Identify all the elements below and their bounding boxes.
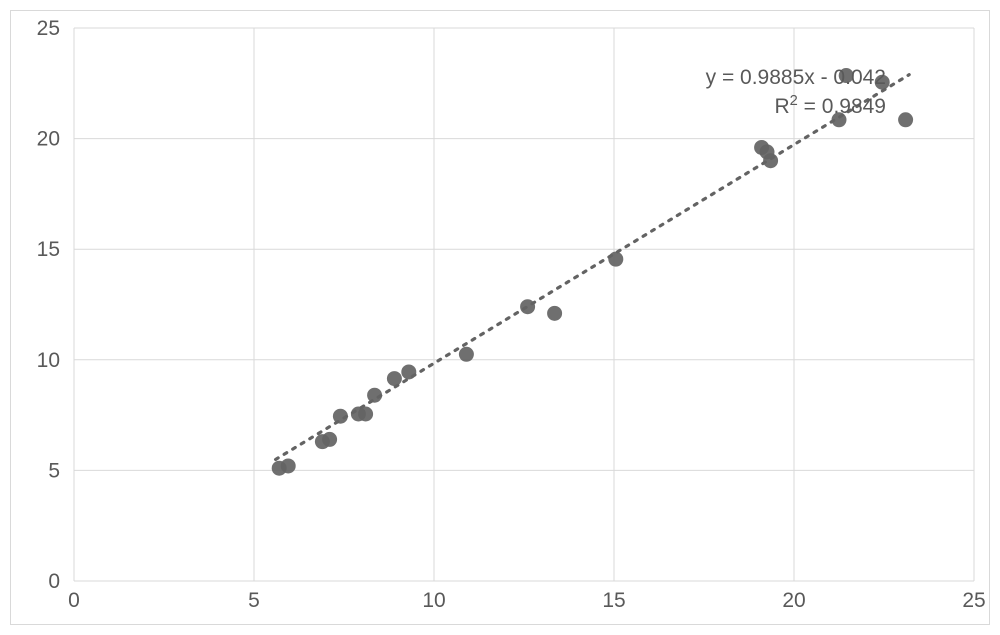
x-tick-label: 15 — [602, 589, 625, 612]
data-point — [358, 406, 373, 421]
x-tick-label: 5 — [248, 589, 260, 612]
data-point — [387, 371, 402, 386]
x-tick-label: 10 — [422, 589, 445, 612]
y-tick-label: 25 — [37, 17, 60, 40]
x-tick-label: 20 — [782, 589, 805, 612]
data-point — [322, 432, 337, 447]
data-point — [608, 252, 623, 267]
data-point — [459, 347, 474, 362]
data-point — [281, 458, 296, 473]
data-point — [763, 153, 778, 168]
y-tick-label: 15 — [37, 238, 60, 261]
y-tick-label: 0 — [48, 570, 60, 593]
data-point — [367, 388, 382, 403]
y-tick-label: 20 — [37, 128, 60, 151]
x-tick-label: 25 — [962, 589, 985, 612]
data-point — [401, 364, 416, 379]
y-tick-label: 5 — [48, 459, 60, 482]
y-tick-label: 10 — [37, 349, 60, 372]
equation-text: y = 0.9885x - 0.042 — [666, 64, 886, 92]
data-point — [898, 112, 913, 127]
data-point — [547, 306, 562, 321]
data-point — [333, 409, 348, 424]
x-tick-label: 0 — [68, 589, 80, 612]
data-point — [520, 299, 535, 314]
r2-text: R2 = 0.9849 — [666, 92, 886, 121]
scatter-chart: 0 5 10 15 20 25 0 5 10 15 20 25 y = 0.9885x - 0.042… — [10, 10, 990, 625]
trendline-annotation: y = 0.9885x - 0.042 R2 = 0.9849 — [666, 64, 886, 122]
